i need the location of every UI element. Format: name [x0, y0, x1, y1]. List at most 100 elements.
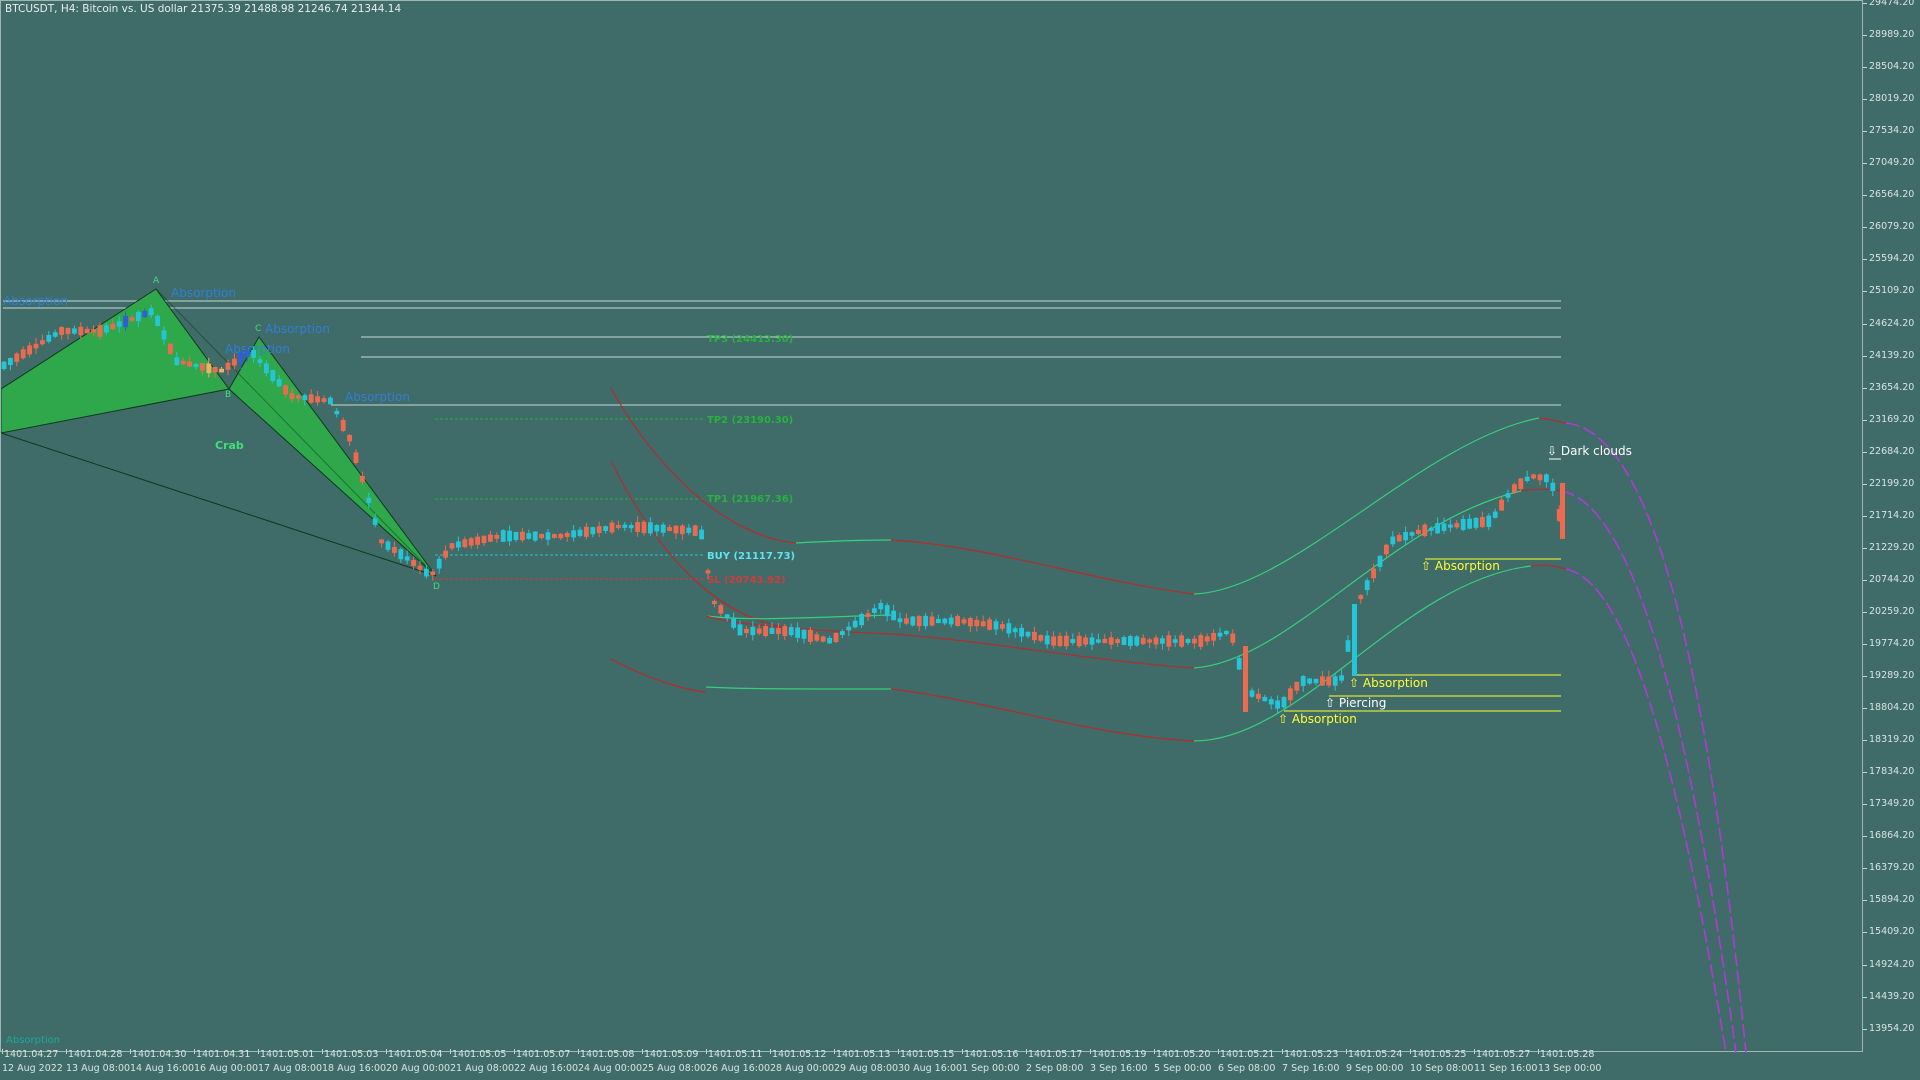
candle-body	[1307, 678, 1312, 684]
time-tick	[578, 1049, 579, 1054]
price-label: 14924.20	[1869, 958, 1915, 970]
candle-body	[1556, 509, 1562, 521]
candle-body	[910, 616, 916, 626]
band-upper-start	[610, 387, 797, 544]
candle-body	[97, 325, 103, 337]
candle-body	[1467, 518, 1472, 529]
candle-body	[827, 637, 832, 644]
time-tick	[66, 1049, 67, 1054]
candle-body	[264, 363, 269, 374]
candle-body	[65, 327, 71, 335]
candle-body	[648, 522, 653, 534]
candle-body	[283, 385, 288, 395]
price-label: 21714.20	[1869, 509, 1915, 521]
time-label: 9 Sep 00:00	[1346, 1063, 1404, 1074]
band-low-top	[1530, 564, 1567, 570]
sl-label: SL (20743.92)	[707, 575, 786, 586]
candle-body	[590, 527, 596, 535]
candle-body	[289, 393, 295, 400]
time-label-persian: 1401.05.16	[964, 1049, 1019, 1060]
candle-body	[680, 525, 685, 535]
candle-body	[532, 531, 538, 541]
candle-body	[78, 326, 84, 336]
candle-body	[840, 631, 845, 635]
candle-body	[8, 358, 13, 366]
time-tick	[450, 1049, 451, 1054]
candle-body	[1275, 700, 1280, 709]
price-tick	[1863, 547, 1867, 549]
candle-body	[936, 618, 941, 624]
time-label: 6 Sep 08:00	[1218, 1063, 1276, 1074]
chart-canvas[interactable]: A B C D Crab Absorption Absorption Absorption Ab…	[1, 1, 1864, 1053]
candle-body	[507, 530, 512, 542]
candle-body	[884, 605, 890, 617]
candle-body	[1358, 595, 1364, 600]
candle-body	[155, 315, 160, 327]
time-axis[interactable]: 1401.04.27 1401.04.28 1401.04.30 1401.04.31…	[0, 1040, 1863, 1080]
candle-body	[750, 626, 756, 636]
absorption-label: Absorption	[345, 390, 410, 404]
time-tick	[1410, 1049, 1411, 1054]
price-label: 24139.20	[1869, 349, 1915, 361]
candle-body	[270, 370, 276, 381]
price-tick	[1863, 1028, 1867, 1030]
candle-body	[577, 529, 583, 536]
candle-body	[872, 608, 877, 613]
candle-body	[193, 363, 199, 367]
time-label-persian: 1401.05.05	[452, 1049, 507, 1060]
price-tick	[1863, 163, 1867, 165]
candle-body	[27, 345, 32, 355]
price-tick	[1863, 3, 1867, 4]
time-label-persian: 1401.05.25	[1412, 1049, 1467, 1060]
candle-body	[961, 619, 967, 624]
time-label-persian: 1401.05.24	[1348, 1049, 1403, 1060]
time-label-persian: 1401.05.01	[260, 1049, 315, 1060]
price-tick	[1863, 868, 1867, 870]
pattern-point-b: B	[225, 390, 231, 400]
price-tick	[1863, 964, 1867, 966]
candle-body	[993, 621, 999, 630]
candle-body	[1544, 474, 1549, 483]
candle-body	[168, 343, 173, 355]
band-mid-red2	[890, 633, 1195, 669]
price-label: 25594.20	[1869, 253, 1915, 265]
candle-body	[776, 628, 781, 634]
candle-body	[1128, 636, 1133, 646]
price-label: 23169.20	[1869, 413, 1915, 425]
candle-body	[1115, 639, 1120, 643]
price-label: 14439.20	[1869, 990, 1915, 1002]
time-label: 16 Aug 00:00	[194, 1063, 259, 1074]
candle-body	[116, 321, 122, 327]
candle-body	[1550, 482, 1556, 492]
price-tick	[1863, 515, 1867, 517]
candle-body	[91, 329, 96, 333]
candle-body	[699, 529, 704, 540]
signal-label: ⇧ Absorption	[1278, 712, 1357, 726]
time-label-persian: 1401.05.08	[580, 1049, 635, 1060]
candle-body	[1089, 637, 1095, 645]
candle-body	[1288, 688, 1293, 701]
time-tick	[642, 1049, 643, 1054]
time-label: 7 Sep 16:00	[1282, 1063, 1340, 1074]
candle-body	[1435, 523, 1440, 534]
candle-body	[1499, 499, 1504, 511]
candle-body	[1256, 693, 1261, 699]
candle-body	[948, 617, 954, 625]
band-upper-green	[795, 539, 892, 544]
candle-body	[724, 614, 730, 619]
candle-body	[1428, 527, 1434, 531]
pattern-xab-fill	[1, 288, 230, 434]
candle-body	[795, 627, 800, 638]
time-label: 13 Sep 00:00	[1538, 1063, 1602, 1074]
chart-area[interactable]: BTCUSDT, H4: Bitcoin vs. US dollar 21375…	[0, 0, 1864, 1053]
price-tick	[1863, 579, 1867, 581]
candle-body	[72, 328, 77, 334]
price-axis[interactable]: 29474.20 28989.20 28504.20 28019.20 27534.20…	[1863, 0, 1920, 1052]
candle-body	[769, 628, 775, 634]
price-tick	[1863, 259, 1867, 261]
candle-body	[1204, 636, 1210, 642]
price-tick	[1863, 195, 1867, 197]
candle-body	[1371, 568, 1376, 579]
time-tick	[1346, 1049, 1347, 1054]
candle-body	[1057, 635, 1063, 647]
